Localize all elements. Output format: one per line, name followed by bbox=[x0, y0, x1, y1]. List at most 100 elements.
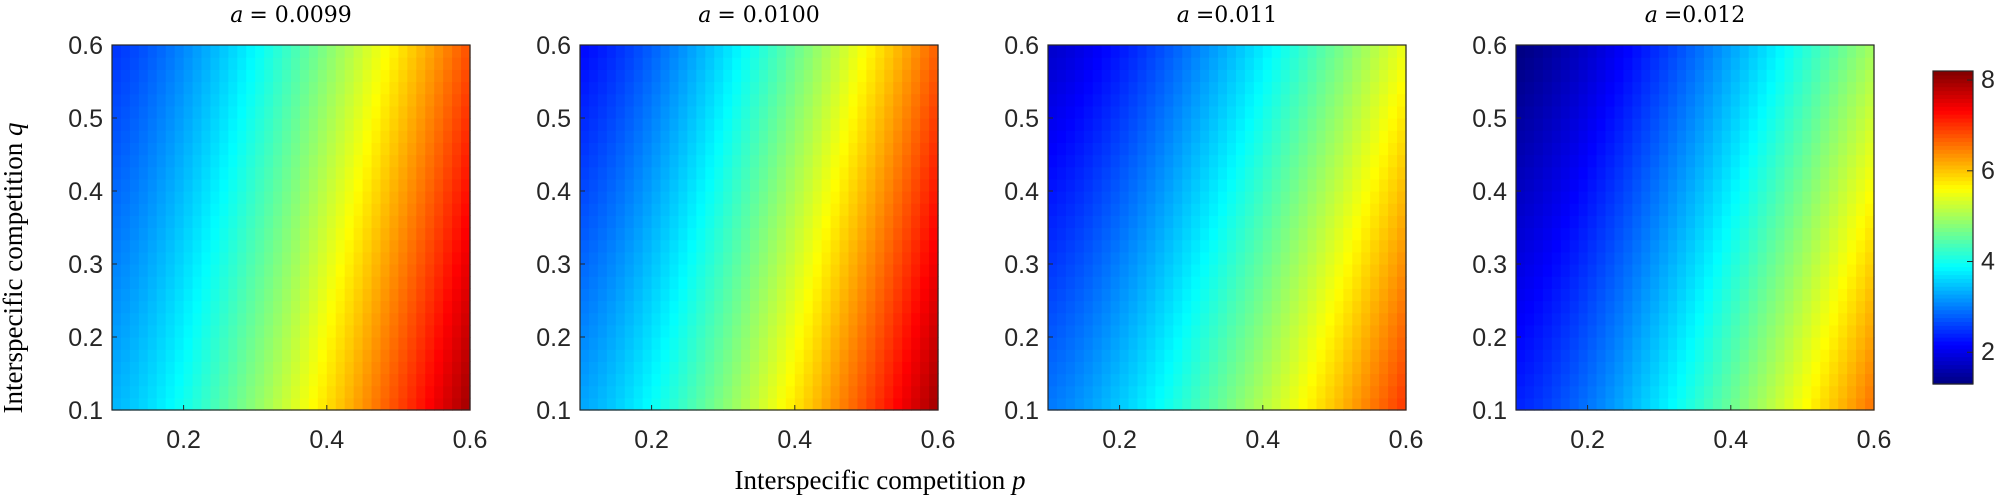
heatmap-cell bbox=[767, 251, 778, 265]
heatmap-cell bbox=[1516, 264, 1526, 277]
heatmap-cell bbox=[893, 215, 903, 229]
heatmap-cell bbox=[1784, 45, 1795, 58]
heatmap-cell bbox=[1164, 337, 1174, 350]
heatmap-cell bbox=[1218, 178, 1228, 192]
heatmap-cell bbox=[1370, 57, 1380, 70]
heatmap-cell bbox=[1065, 215, 1076, 229]
heatmap-cell bbox=[1289, 45, 1300, 58]
heatmap-cell bbox=[228, 118, 238, 131]
heatmap-cell bbox=[1802, 312, 1812, 326]
heatmap-cell bbox=[1659, 397, 1669, 411]
heatmap-cell bbox=[1065, 276, 1076, 289]
heatmap-cell bbox=[1191, 105, 1201, 119]
heatmap-cell bbox=[642, 81, 653, 95]
heatmap-cell bbox=[335, 227, 346, 241]
heatmap-cell bbox=[893, 373, 903, 387]
heatmap-cell bbox=[1542, 178, 1553, 192]
heatmap-cell bbox=[741, 397, 751, 411]
heatmap-cell bbox=[1182, 81, 1192, 95]
heatmap-cell bbox=[1712, 57, 1723, 70]
heatmap-cell bbox=[1155, 69, 1165, 83]
heatmap-cell bbox=[434, 385, 444, 399]
heatmap-cell bbox=[1802, 118, 1812, 131]
heatmap-cell bbox=[1524, 45, 1535, 58]
heatmap-cell bbox=[380, 349, 391, 362]
heatmap-cell bbox=[821, 312, 832, 326]
heatmap-cell bbox=[929, 276, 939, 289]
heatmap-cell bbox=[1209, 154, 1219, 168]
heatmap-cell bbox=[1542, 118, 1553, 131]
heatmap-cell bbox=[282, 203, 292, 216]
heatmap-cell bbox=[1128, 300, 1139, 314]
heatmap-cell bbox=[1334, 45, 1344, 58]
heatmap-cell bbox=[335, 105, 346, 119]
heatmap-cell bbox=[866, 154, 876, 168]
heatmap-cell bbox=[416, 397, 426, 411]
heatmap-cell bbox=[785, 69, 796, 83]
heatmap-cell bbox=[1560, 337, 1571, 350]
heatmap-cell bbox=[1074, 312, 1085, 326]
heatmap-cell bbox=[1632, 191, 1642, 204]
heatmap-cell bbox=[1227, 276, 1237, 289]
heatmap-cell bbox=[1128, 361, 1139, 375]
heatmap-cell bbox=[1748, 45, 1759, 58]
heatmap-cell bbox=[317, 397, 328, 411]
heatmap-cell bbox=[723, 81, 733, 95]
y-tick-label: 0.4 bbox=[1004, 178, 1039, 206]
heatmap-cell bbox=[1209, 45, 1219, 58]
heatmap-cell bbox=[1307, 385, 1318, 399]
heatmap-cell bbox=[794, 251, 805, 265]
heatmap-cell bbox=[866, 191, 876, 204]
heatmap-cell bbox=[210, 324, 220, 338]
heatmap-cell bbox=[407, 385, 417, 399]
heatmap-cell bbox=[1614, 251, 1624, 265]
heatmap-cell bbox=[588, 178, 599, 192]
heatmap-cell bbox=[1614, 312, 1624, 326]
colorbar-step bbox=[1933, 215, 1973, 221]
heatmap-cell bbox=[1316, 142, 1327, 156]
heatmap-cell bbox=[434, 69, 444, 83]
heatmap-cell bbox=[1516, 373, 1526, 387]
heatmap-cell bbox=[1847, 154, 1857, 168]
heatmap-cell bbox=[1614, 105, 1624, 119]
heatmap-cell bbox=[1173, 239, 1183, 253]
heatmap-cell bbox=[1516, 178, 1526, 192]
heatmap-cell bbox=[255, 251, 265, 265]
y-tick-label: 0.2 bbox=[1472, 324, 1507, 352]
heatmap-cell bbox=[785, 166, 796, 180]
heatmap-cell bbox=[785, 142, 796, 156]
heatmap-cell bbox=[1191, 349, 1201, 362]
heatmap-cell bbox=[201, 178, 212, 192]
heatmap-cell bbox=[344, 105, 355, 119]
heatmap-cell bbox=[1516, 191, 1526, 204]
heatmap-cell bbox=[1280, 203, 1291, 216]
panel-frame bbox=[1047, 44, 1407, 411]
heatmap-cell bbox=[732, 227, 742, 241]
heatmap-cell bbox=[1280, 105, 1291, 119]
heatmap-cell bbox=[884, 45, 894, 58]
heatmap-cell bbox=[443, 251, 453, 265]
heatmap-cell bbox=[1065, 373, 1076, 387]
heatmap-cell bbox=[425, 118, 435, 131]
heatmap-cell bbox=[1173, 300, 1183, 314]
heatmap-cell bbox=[255, 130, 265, 143]
heatmap-cell bbox=[1659, 373, 1669, 387]
heatmap-cell bbox=[407, 69, 417, 83]
heatmap-cell bbox=[767, 69, 778, 83]
heatmap-cell bbox=[642, 349, 653, 362]
heatmap-cell bbox=[696, 373, 706, 387]
heatmap-cell bbox=[1569, 69, 1580, 83]
heatmap-cell bbox=[597, 385, 608, 399]
heatmap-cell bbox=[120, 312, 131, 326]
heatmap-cell bbox=[1865, 276, 1875, 289]
heatmap-cell bbox=[606, 118, 617, 131]
heatmap-cell bbox=[353, 105, 364, 119]
heatmap-cell bbox=[1596, 385, 1607, 399]
heatmap-cell bbox=[929, 178, 939, 192]
heatmap-cell bbox=[866, 166, 876, 180]
heatmap-cell bbox=[264, 276, 274, 289]
heatmap-cell bbox=[1820, 81, 1830, 95]
heatmap-cell bbox=[1370, 215, 1380, 229]
heatmap-cell bbox=[929, 300, 939, 314]
heatmap-cell bbox=[714, 166, 724, 180]
